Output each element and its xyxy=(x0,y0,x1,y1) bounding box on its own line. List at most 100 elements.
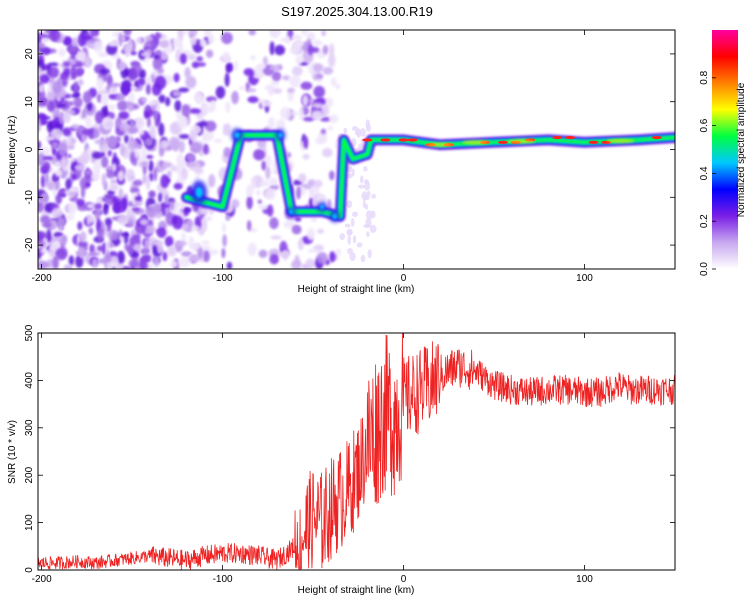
spectrogram-noise-blob xyxy=(202,130,214,142)
spectrogram-noise-blob xyxy=(48,30,61,42)
spectrogram-noise-blob xyxy=(203,30,211,37)
spectrogram-noise-blob xyxy=(360,254,366,263)
spectrogram-noise-blob xyxy=(179,53,187,65)
spectrogram-noise-blob xyxy=(143,110,150,119)
spectrogram-noise-blob xyxy=(139,247,151,255)
spectrogram-noise-blob xyxy=(139,218,149,226)
spectrogram-halo xyxy=(507,139,536,144)
spectrogram-noise-blob xyxy=(291,224,302,235)
spectrogram-noise-blob xyxy=(60,234,67,246)
y-tick-label: 500 xyxy=(24,324,35,341)
spectrogram-noise-blob xyxy=(184,207,192,213)
spectrogram-noise-blob xyxy=(119,143,126,156)
spectrogram-noise-blob xyxy=(175,240,187,247)
spectrogram-noise-blob xyxy=(306,227,315,241)
spectrogram-noise-blob xyxy=(109,183,119,192)
spectrogram-noise-blob xyxy=(67,154,72,159)
spectrogram-noise-blob xyxy=(68,187,80,193)
spectrogram-noise-blob xyxy=(300,185,307,196)
spectrogram-noise-blob xyxy=(134,147,141,159)
spectrogram-noise-blob xyxy=(101,116,114,131)
spectrogram-noise-blob xyxy=(190,36,198,46)
spectrogram-noise-blob xyxy=(152,56,163,71)
spectrogram-noise-blob xyxy=(329,251,336,263)
spectrogram-noise-blob xyxy=(247,242,257,256)
spectrogram-noise-blob xyxy=(86,203,96,209)
y-tick-label: 100 xyxy=(24,514,35,531)
spectrogram-noise-blob xyxy=(88,251,101,257)
spectrogram-noise-blob xyxy=(370,210,376,219)
spectrogram-noise-blob xyxy=(177,116,189,129)
spectrogram-noise-blob xyxy=(124,231,129,245)
spectrogram-noise-blob xyxy=(204,120,217,132)
spectrogram-noise-blob xyxy=(349,252,356,262)
spectrogram-noise-blob xyxy=(335,248,341,256)
x-tick-label: 100 xyxy=(576,574,593,585)
spectrogram-noise-blob xyxy=(295,55,304,65)
spectrogram-hot-spot xyxy=(398,138,409,142)
spectrogram-noise-blob xyxy=(366,231,370,238)
x-tick-label: 100 xyxy=(576,273,593,284)
spectrogram-noise-blob xyxy=(92,151,104,160)
spectrogram-noise-blob xyxy=(117,61,127,70)
spectrogram-noise-blob xyxy=(246,220,252,231)
spectrogram-noise-blob xyxy=(239,85,246,91)
spectrogram-noise-blob xyxy=(185,75,197,89)
spectrogram-noise-blob xyxy=(43,161,51,170)
spectrogram-noise-blob xyxy=(71,124,80,130)
spectrogram-noise-blob xyxy=(139,259,148,269)
spectrogram-noise-blob xyxy=(43,181,56,187)
spectrogram-noise-blob xyxy=(39,74,50,84)
spectrogram-noise-blob xyxy=(89,30,98,37)
spectrogram-noise-blob xyxy=(107,165,112,171)
spectrogram-noise-blob xyxy=(63,264,73,269)
spectrogram-noise-blob xyxy=(135,37,143,44)
spectrogram-noise-blob xyxy=(158,39,170,49)
spectrogram-noise-blob xyxy=(97,89,110,95)
spectrogram-noise-blob xyxy=(174,100,182,112)
spectrogram-noise-blob xyxy=(91,258,99,269)
spectrogram-noise-blob xyxy=(190,141,202,154)
spectrogram-noise-blob xyxy=(75,67,84,77)
spectrogram-noise-blob xyxy=(267,86,274,97)
spectrogram-noise-blob xyxy=(55,103,66,108)
spectrogram-noise-blob xyxy=(94,139,107,145)
spectrogram-noise-blob xyxy=(128,259,139,268)
colorbar-label: Normalized spectral amplitude xyxy=(736,82,747,217)
spectrogram-noise-blob xyxy=(38,97,49,105)
spectrogram-noise-blob xyxy=(153,256,160,267)
spectrogram-noise-blob xyxy=(269,254,279,265)
spectrogram-noise-blob xyxy=(112,196,118,204)
spectrogram-noise-blob xyxy=(155,229,165,234)
spectrogram-noise-blob xyxy=(84,56,91,69)
spectrogram-noise-blob xyxy=(46,229,52,243)
spectrogram-noise-blob xyxy=(127,92,136,103)
spectrogram-noise-blob xyxy=(145,154,154,159)
spectrogram-noise-blob xyxy=(297,238,304,251)
spectrogram-noise-blob xyxy=(144,137,153,147)
spectrogram-noise-blob xyxy=(108,242,114,249)
spectrogram-noise-blob xyxy=(257,63,266,70)
spectrogram-noise-blob xyxy=(281,249,289,261)
spectrogram-noise-blob xyxy=(344,223,351,228)
spectrogram-noise-blob xyxy=(234,60,239,71)
spectrogram-noise-blob xyxy=(313,63,324,73)
spectrogram-noise-blob xyxy=(188,108,201,114)
spectrogram-noise-blob xyxy=(42,37,49,43)
spectrogram-noise-blob xyxy=(207,33,215,45)
spectrogram-noise-blob xyxy=(162,251,168,262)
spectrogram-noise-blob xyxy=(54,169,63,177)
spectrogram-noise-blob xyxy=(346,200,353,209)
spectrogram-noise-blob xyxy=(294,216,302,222)
spectrogram-noise-blob xyxy=(169,139,181,150)
spectrogram-noise-blob xyxy=(351,138,357,147)
spectrogram-noise-blob xyxy=(226,62,234,73)
spectrogram-noise-blob xyxy=(173,72,180,83)
spectrogram-x-label: Height of straight line (km) xyxy=(298,284,415,295)
spectrogram-noise-blob xyxy=(62,127,72,137)
spectrogram-noise-blob xyxy=(317,228,325,234)
spectrogram-noise-blob xyxy=(86,42,96,49)
spectrogram-noise-blob xyxy=(361,191,368,201)
spectrogram-noise-blob xyxy=(127,40,134,52)
